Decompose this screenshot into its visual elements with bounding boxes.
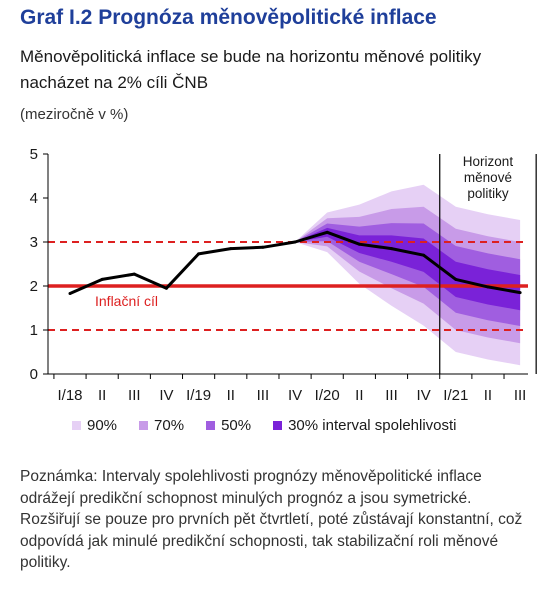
horizon-label-line: politiky: [467, 186, 509, 201]
y-tick-label: 0: [30, 366, 38, 383]
series-point-14: [518, 291, 522, 295]
x-tick-label: I/18: [57, 387, 82, 404]
legend: 90% 70% 50% 30% interval spolehlivosti: [72, 417, 457, 434]
series-point-13: [486, 285, 490, 289]
legend-label-30: 30% interval spolehlivosti: [288, 417, 457, 434]
legend-swatch-90: [72, 421, 81, 430]
x-tick-label: I/21: [443, 387, 468, 404]
legend-swatch-50: [206, 421, 216, 430]
y-tick-label: 5: [30, 146, 38, 163]
forecast-line: [68, 230, 522, 295]
x-tick-label: III: [385, 387, 398, 404]
series-point-4: [197, 252, 201, 256]
legend-swatch-70: [139, 421, 149, 430]
series-point-9: [357, 242, 361, 246]
legend-label-50: 50%: [221, 417, 252, 434]
y-tick-label: 3: [30, 234, 38, 251]
y-tick-label: 4: [30, 190, 38, 207]
legend-item-50: 50%: [206, 417, 251, 434]
series-point-1: [100, 277, 104, 281]
chart-labels: Inflační cíl Horizont měnové politiky: [95, 154, 513, 309]
y-tick-label: 2: [30, 278, 38, 295]
x-tick-label: IV: [288, 387, 302, 404]
legend-label-70: 70%: [154, 417, 185, 434]
series-point-12: [454, 277, 458, 281]
horizon-label-line: Horizont: [463, 154, 514, 169]
legend-item-30: 30% interval spolehlivosti: [273, 417, 457, 434]
x-tick-label: II: [484, 387, 492, 404]
x-tick-label: III: [514, 387, 527, 404]
series-point-5: [229, 247, 233, 251]
chart-subtitle: Měnověpolitická inflace se bude na horiz…: [20, 47, 482, 92]
x-tick-label: II: [355, 387, 363, 404]
y-tick-label: 1: [30, 322, 38, 339]
series-point-0: [68, 291, 72, 295]
x-tick-label: III: [128, 387, 141, 404]
series-point-11: [422, 253, 426, 257]
chart-title: Graf I.2 Prognóza měnověpolitické inflac…: [20, 6, 437, 29]
series-point-3: [164, 286, 168, 290]
x-tick-label: II: [98, 387, 106, 404]
legend-item-70: 70%: [139, 417, 184, 434]
unit-label: (meziročně v %): [20, 106, 129, 123]
series-point-10: [390, 247, 393, 251]
x-tick-label: I/20: [315, 387, 340, 404]
x-tick-label: IV: [417, 387, 431, 404]
x-tick-label: I/19: [186, 387, 211, 404]
horizon-label-line: měnové: [464, 170, 512, 185]
x-tick-label: II: [227, 387, 235, 404]
legend-swatch-30: [273, 421, 283, 430]
fan-bands: [295, 184, 521, 366]
fan-band-3: [295, 227, 521, 311]
note-text: Poznámka: Intervaly spolehlivosti prognó…: [20, 468, 523, 572]
series-point-2: [132, 272, 136, 276]
x-tick-label: III: [257, 387, 270, 404]
legend-item-90: 90%: [72, 417, 117, 434]
legend-label-90: 90%: [87, 417, 118, 434]
series-point-6: [261, 245, 265, 249]
horizon-label: Horizont měnové politiky: [463, 154, 514, 201]
series-point-7: [293, 240, 297, 244]
target-label: Inflační cíl: [95, 293, 158, 309]
x-tick-label: IV: [159, 387, 173, 404]
series-point-8: [325, 230, 329, 234]
